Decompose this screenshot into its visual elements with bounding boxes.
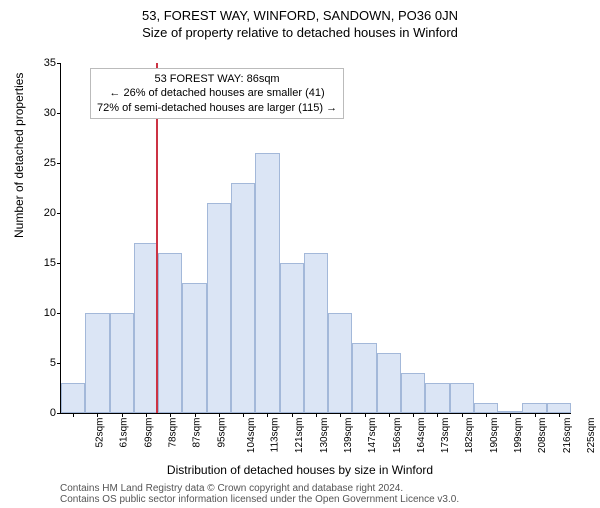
x-tick-mark: [122, 413, 123, 417]
x-tick-label: 173sqm: [440, 418, 451, 454]
x-tick-label: 130sqm: [319, 418, 330, 454]
histogram-bar: [328, 313, 352, 413]
histogram-bar: [231, 183, 255, 413]
x-tick-label: 139sqm: [343, 418, 354, 454]
y-tick-mark: [57, 363, 61, 364]
x-tick-label: 156sqm: [392, 418, 403, 454]
x-tick-mark: [267, 413, 268, 417]
x-tick-label: 208sqm: [537, 418, 548, 454]
x-tick-label: 225sqm: [586, 418, 597, 454]
x-tick-label: 87sqm: [192, 418, 203, 448]
y-tick-mark: [57, 213, 61, 214]
footer-attribution: Contains HM Land Registry data © Crown c…: [60, 483, 459, 505]
y-tick-mark: [57, 113, 61, 114]
y-tick-label: 25: [31, 157, 56, 169]
histogram-bar: [85, 313, 109, 413]
x-tick-label: 164sqm: [416, 418, 427, 454]
y-tick-mark: [57, 263, 61, 264]
y-tick-mark: [57, 63, 61, 64]
x-tick-mark: [73, 413, 74, 417]
y-tick-label: 10: [31, 307, 56, 319]
x-tick-label: 95sqm: [216, 418, 227, 448]
x-tick-mark: [97, 413, 98, 417]
x-tick-mark: [389, 413, 390, 417]
footer-line-1: Contains HM Land Registry data © Crown c…: [60, 483, 459, 494]
x-tick-mark: [170, 413, 171, 417]
info-line-1: 53 FOREST WAY: 86sqm: [97, 72, 337, 86]
y-tick-mark: [57, 313, 61, 314]
x-tick-mark: [535, 413, 536, 417]
histogram-bar: [474, 403, 498, 413]
histogram-bar: [522, 403, 546, 413]
x-tick-mark: [340, 413, 341, 417]
x-tick-mark: [413, 413, 414, 417]
x-tick-mark: [365, 413, 366, 417]
x-tick-mark: [559, 413, 560, 417]
histogram-bar: [425, 383, 449, 413]
x-tick-mark: [195, 413, 196, 417]
page-subtitle: Size of property relative to detached ho…: [0, 25, 600, 40]
histogram-bar: [304, 253, 328, 413]
histogram-bar: [547, 403, 571, 413]
x-tick-label: 52sqm: [95, 418, 106, 448]
histogram-bar: [182, 283, 206, 413]
info-box: 53 FOREST WAY: 86sqm ← 26% of detached h…: [90, 68, 344, 119]
x-tick-label: 182sqm: [465, 418, 476, 454]
y-tick-label: 35: [31, 57, 56, 69]
histogram-bar: [401, 373, 425, 413]
histogram-bar: [255, 153, 279, 413]
y-tick-mark: [57, 163, 61, 164]
histogram-bar: [377, 353, 401, 413]
y-tick-label: 30: [31, 107, 56, 119]
x-tick-label: 121sqm: [295, 418, 306, 454]
x-tick-label: 61sqm: [119, 418, 130, 448]
x-tick-mark: [486, 413, 487, 417]
histogram-bar: [207, 203, 231, 413]
x-tick-label: 104sqm: [246, 418, 257, 454]
x-tick-label: 199sqm: [513, 418, 524, 454]
x-tick-mark: [219, 413, 220, 417]
x-tick-mark: [292, 413, 293, 417]
x-tick-label: 216sqm: [562, 418, 573, 454]
x-tick-mark: [462, 413, 463, 417]
info-line-3: 72% of semi-detached houses are larger (…: [97, 101, 337, 115]
y-tick-label: 5: [31, 357, 56, 369]
x-tick-label: 69sqm: [143, 418, 154, 448]
x-tick-label: 78sqm: [168, 418, 179, 448]
x-tick-label: 190sqm: [489, 418, 500, 454]
y-tick-mark: [57, 413, 61, 414]
info-line-2: ← 26% of detached houses are smaller (41…: [97, 86, 337, 100]
x-tick-mark: [510, 413, 511, 417]
x-tick-label: 113sqm: [269, 418, 280, 453]
histogram-bar: [450, 383, 474, 413]
y-tick-label: 20: [31, 207, 56, 219]
histogram-bar: [134, 243, 158, 413]
x-tick-mark: [316, 413, 317, 417]
y-axis-label: Number of detached properties: [12, 73, 26, 238]
histogram-bar: [158, 253, 182, 413]
y-tick-label: 0: [31, 407, 56, 419]
histogram-bar: [61, 383, 85, 413]
y-tick-label: 15: [31, 257, 56, 269]
histogram-bar: [280, 263, 304, 413]
histogram-bar: [110, 313, 134, 413]
page-title: 53, FOREST WAY, WINFORD, SANDOWN, PO36 0…: [0, 8, 600, 23]
x-tick-mark: [437, 413, 438, 417]
x-axis-label: Distribution of detached houses by size …: [0, 463, 600, 477]
x-tick-mark: [146, 413, 147, 417]
x-tick-mark: [243, 413, 244, 417]
histogram-chart: 0510152025303552sqm61sqm69sqm78sqm87sqm9…: [60, 63, 570, 413]
x-tick-label: 147sqm: [367, 418, 378, 454]
histogram-bar: [352, 343, 376, 413]
